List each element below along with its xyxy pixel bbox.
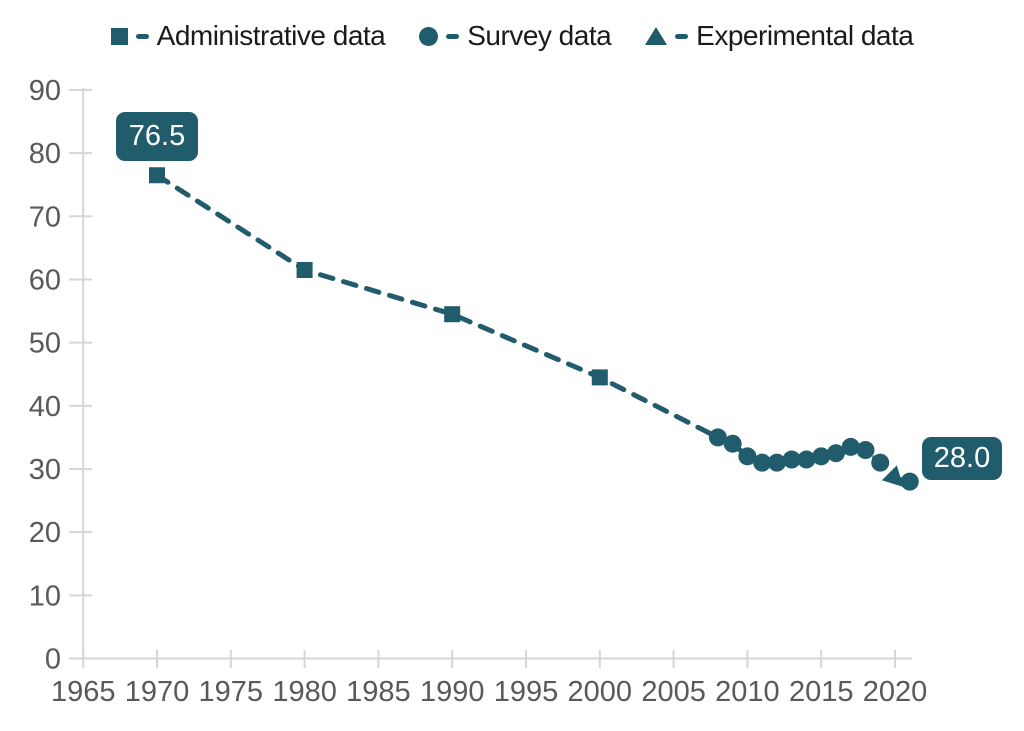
legend-item-survey-data: Survey data	[419, 20, 612, 52]
y-axis-tick-label: 30	[29, 454, 61, 486]
legend-label: Experimental data	[696, 20, 914, 51]
x-axis-tick-label: 2015	[789, 676, 854, 708]
x-axis-tick-label: 2000	[568, 676, 633, 708]
y-axis-tick-label: 90	[29, 75, 61, 107]
dash-icon	[675, 33, 689, 39]
circle-marker	[797, 450, 816, 469]
legend: Administrative data Survey data Experime…	[0, 20, 1024, 52]
y-axis-tick-label: 40	[29, 391, 61, 423]
y-axis-tick-label: 60	[29, 264, 61, 296]
square-marker	[149, 167, 165, 184]
x-axis-tick-label: 1990	[420, 676, 485, 708]
square-marker	[296, 262, 313, 279]
circle-marker	[782, 450, 801, 469]
y-axis-tick-label: 10	[29, 580, 61, 612]
circle-marker	[723, 434, 742, 453]
x-axis-tick-label: 1975	[199, 676, 264, 708]
y-axis-tick-label: 70	[29, 201, 61, 233]
circle-icon	[419, 26, 439, 46]
square-marker	[444, 306, 461, 323]
x-axis-tick-label: 1980	[272, 676, 337, 708]
circle-marker	[812, 447, 831, 466]
y-axis-tick-label: 0	[45, 644, 61, 676]
dash-icon	[446, 33, 460, 39]
x-axis-tick-label: 1985	[346, 676, 411, 708]
circle-marker	[841, 437, 860, 456]
triangle-icon	[645, 27, 668, 45]
circle-marker	[708, 428, 727, 447]
circle-marker	[900, 472, 919, 491]
x-axis-tick-label: 1995	[494, 676, 559, 708]
circle-marker	[753, 453, 772, 472]
circle-marker	[826, 444, 845, 463]
x-axis-tick-label: 1970	[125, 676, 190, 708]
circle-marker	[871, 453, 890, 472]
circle-marker	[856, 441, 875, 460]
y-axis-tick-label: 20	[29, 517, 61, 549]
legend-item-administrative-data: Administrative data	[110, 20, 386, 52]
data-label: 76.5	[116, 112, 198, 162]
triangle-marker	[881, 465, 904, 487]
square-icon	[110, 27, 128, 45]
square-marker	[591, 369, 608, 386]
legend-label: Administrative data	[156, 20, 386, 51]
x-axis-tick-label: 2010	[715, 676, 780, 708]
data-line	[154, 172, 913, 485]
y-axis-tick-label: 50	[29, 328, 61, 360]
x-axis-tick-label: 2020	[863, 676, 928, 708]
legend-label: Survey data	[467, 20, 612, 51]
y-axis-tick-label: 80	[29, 138, 61, 170]
data-label: 28.0	[921, 436, 1003, 480]
legend-item-experimental-data: Experimental data	[645, 20, 914, 52]
x-axis-tick-label: 1965	[51, 676, 116, 708]
circle-marker	[767, 453, 786, 472]
x-axis-tick-label: 2005	[641, 676, 706, 708]
dash-icon	[135, 33, 149, 39]
circle-marker	[738, 447, 757, 466]
